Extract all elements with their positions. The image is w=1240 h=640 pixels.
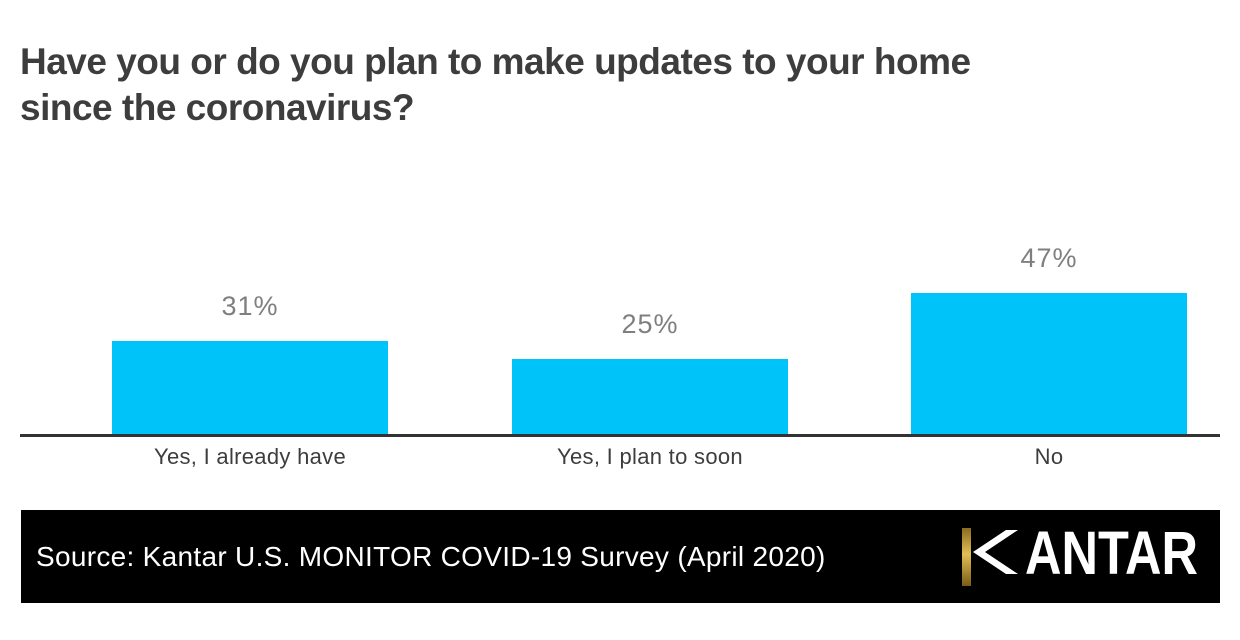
x-axis-line xyxy=(20,434,1220,437)
bar-value-label: 25% xyxy=(621,309,679,339)
bar xyxy=(512,359,788,434)
kantar-logo-gold-bar xyxy=(962,527,971,586)
chart-title-line-2: since the coronavirus? xyxy=(20,86,415,128)
bar xyxy=(911,293,1187,434)
kantar-logo-letters: ANTAR xyxy=(1025,528,1198,586)
kantar-logo-k-chevron xyxy=(973,529,1018,574)
bar xyxy=(112,341,388,434)
bar-category-label: No xyxy=(1034,444,1064,469)
footer-band: Source: Kantar U.S. MONITOR COVID-19 Sur… xyxy=(21,510,1220,603)
bar-category-label: Yes, I plan to soon xyxy=(557,444,743,469)
bar-category-label: Yes, I already have xyxy=(153,444,346,469)
source-text: Source: Kantar U.S. MONITOR COVID-19 Sur… xyxy=(36,540,826,572)
bar-value-label: 47% xyxy=(1020,243,1078,273)
kantar-logo: ANTAR xyxy=(962,527,1198,586)
chart-title: Have you or do you plan to make updates … xyxy=(20,39,1220,131)
chart-title-line-1: Have you or do you plan to make updates … xyxy=(20,40,971,82)
bar-value-label: 31% xyxy=(221,291,279,321)
